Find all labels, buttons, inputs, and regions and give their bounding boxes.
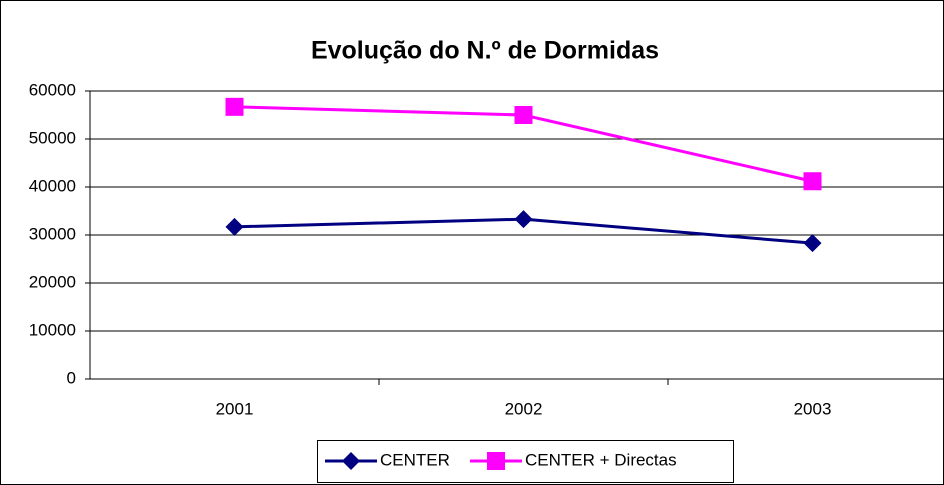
- legend-marker: [342, 452, 360, 470]
- y-tick-label: 10000: [29, 320, 76, 339]
- x-tick-label: 2001: [216, 399, 254, 418]
- legend: [317, 440, 734, 483]
- data-point: [225, 217, 244, 236]
- y-tick-label: 20000: [29, 272, 76, 291]
- legend-marker: [487, 452, 505, 470]
- data-point: [514, 106, 533, 124]
- y-tick-label: 30000: [29, 224, 76, 243]
- y-tick-label: 60000: [29, 80, 76, 99]
- y-tick-label: 0: [67, 368, 76, 387]
- y-tick-label: 50000: [29, 128, 76, 147]
- y-tick-label: 40000: [29, 176, 76, 195]
- data-point: [803, 234, 822, 253]
- x-tick-label: 2003: [794, 399, 832, 418]
- data-point: [803, 172, 822, 191]
- legend-label: CENTER + Directas: [525, 450, 677, 469]
- x-tick-label: 2002: [505, 399, 543, 418]
- data-point: [225, 97, 244, 116]
- legend-label: CENTER: [380, 450, 450, 469]
- chart-title: Evolução do N.º de Dormidas: [311, 37, 659, 65]
- data-point: [514, 210, 533, 229]
